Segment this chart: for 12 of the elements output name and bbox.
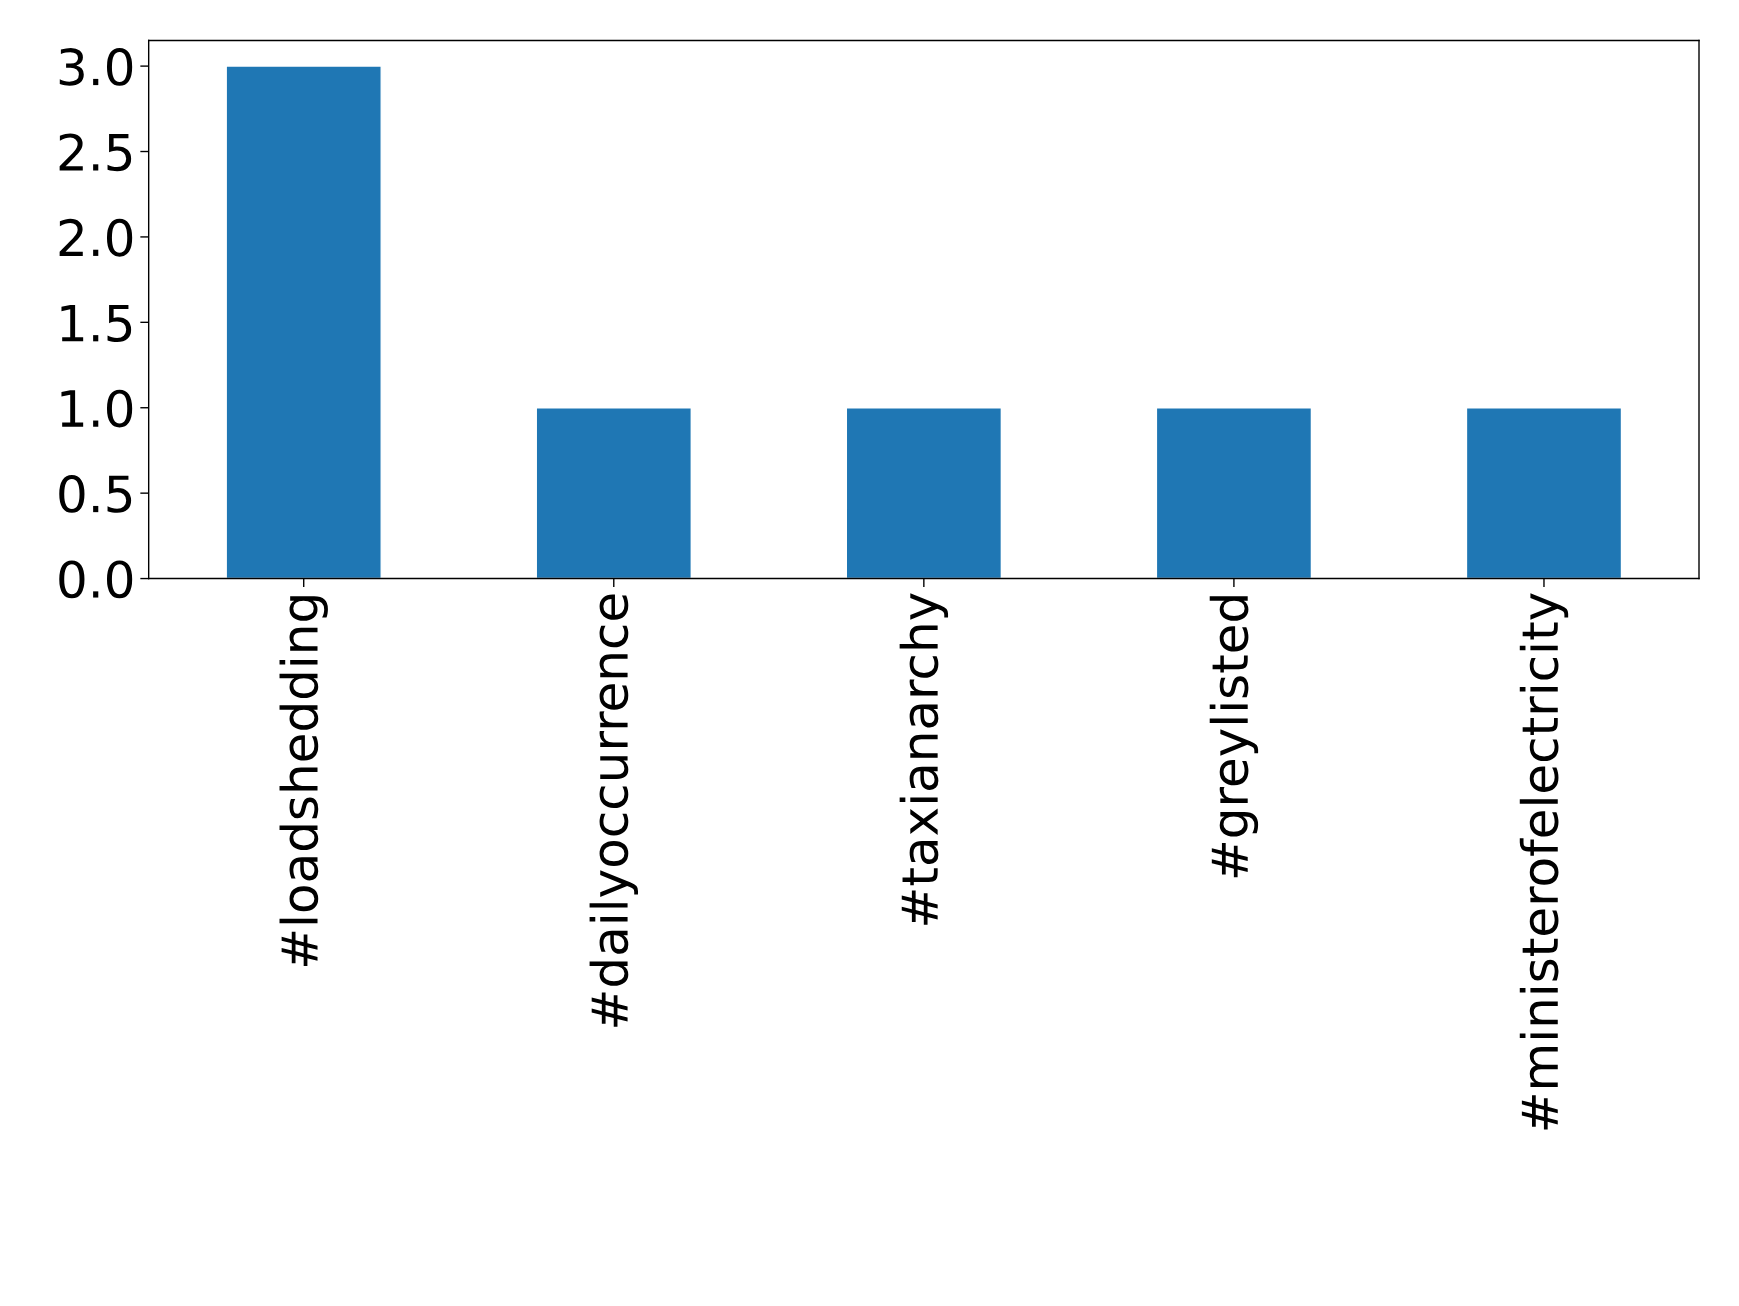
y-tick-label: 2.0 (59, 218, 133, 257)
x-tick-label: #greylisted (1209, 596, 1259, 878)
x-tick-label: #loadshedding (279, 596, 328, 966)
y-tick-label: 0.5 (59, 475, 132, 513)
x-tick-label: #taxianarchy (899, 593, 949, 925)
y-tick-label: 1.0 (61, 389, 133, 428)
x-tick-label: #dailyoccurrence (589, 594, 638, 1027)
y-tick-label: 0.0 (59, 560, 133, 599)
x-tick-label: #ministerofelectricity (1519, 593, 1569, 1130)
y-tick-label: 2.5 (59, 133, 132, 172)
y-tick-label: 3.0 (59, 48, 133, 86)
y-tick-label: 1.5 (61, 304, 132, 343)
